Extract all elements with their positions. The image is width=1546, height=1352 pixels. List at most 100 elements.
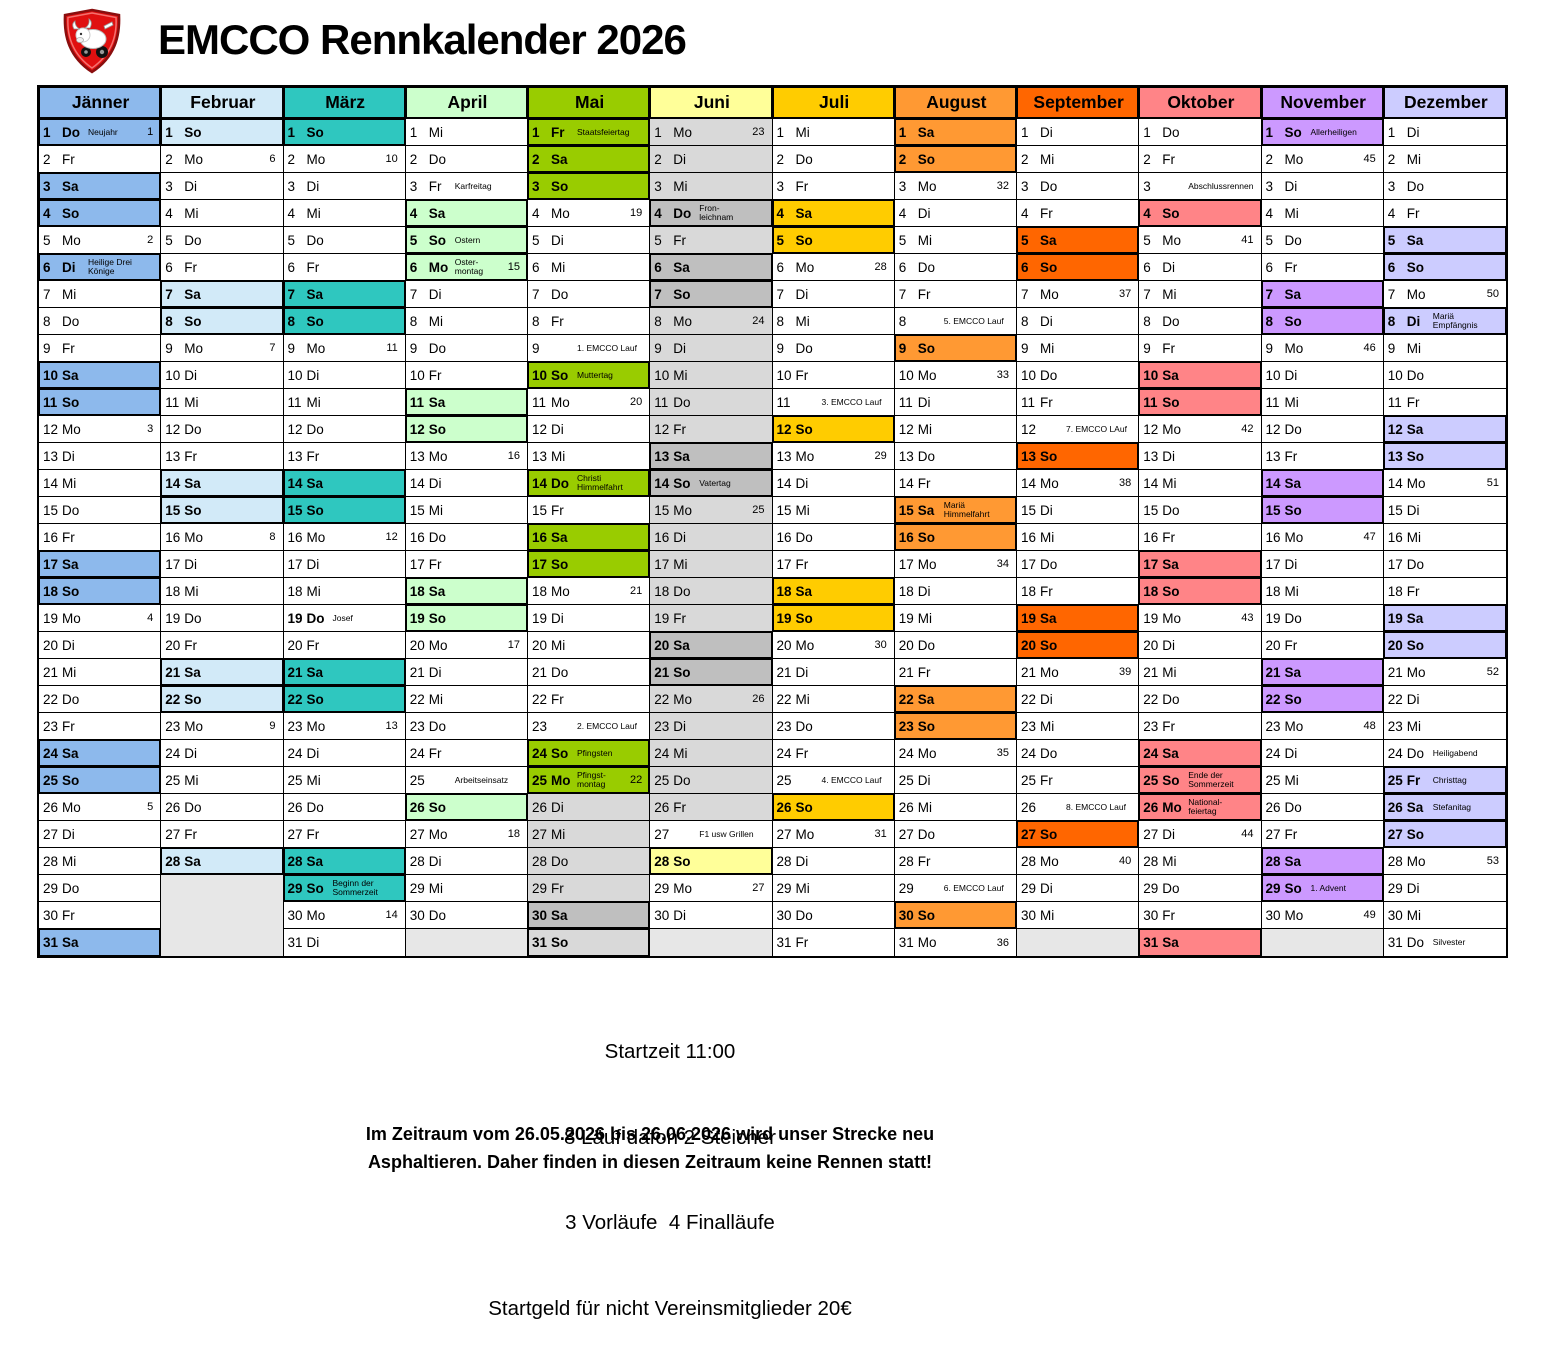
weekday-label: Mi <box>1284 394 1299 410</box>
weekday-label: Di <box>428 664 442 680</box>
day-number: 1 <box>43 124 51 140</box>
day-cell: 23 Do <box>405 713 527 740</box>
weekday-label: Fr <box>62 340 75 356</box>
day-number: 5 <box>43 232 51 248</box>
day-number: 7 <box>165 286 173 302</box>
weekday-label: So <box>306 124 324 140</box>
day-cell: 16 Mo 47 <box>1261 524 1383 551</box>
day-cell: 20 So <box>1017 632 1139 659</box>
day-number: 19 <box>1143 610 1159 626</box>
day-cell: 30 So <box>894 902 1016 929</box>
day-number: 7 <box>43 286 51 302</box>
day-cell: 17 Di <box>283 551 405 578</box>
day-number: 31 <box>287 935 303 950</box>
week-number: 3 <box>147 423 154 435</box>
day-number: 2 <box>1021 151 1029 167</box>
weekday-label: Fr <box>1284 826 1298 842</box>
day-number: 14 <box>1265 475 1281 491</box>
weekday-label: Mo <box>1284 151 1304 167</box>
day-cell: 3 Mo 32 <box>894 173 1016 200</box>
weekday-label: So <box>306 313 324 329</box>
weekday-label: So <box>62 205 80 221</box>
day-number: 25 <box>1021 772 1037 788</box>
day-number: 3 <box>409 178 418 194</box>
day-number: 3 <box>532 178 540 194</box>
day-number: 15 <box>1265 502 1281 518</box>
week-number: 49 <box>1363 909 1376 921</box>
day-number: 26 <box>776 799 792 815</box>
weekday-label: Di <box>428 286 442 302</box>
weekday-label: So <box>917 718 936 734</box>
weekday-label: Fr <box>1162 718 1175 734</box>
day-number: 4 <box>1265 205 1274 221</box>
day-cell: 12 7. EMCCO LAuf <box>1017 416 1139 443</box>
day-cell: 29 Do <box>1139 875 1261 902</box>
blank-cell <box>1017 929 1139 956</box>
weekday-label: Do <box>1162 313 1180 329</box>
weekday-label: Mi <box>1284 205 1299 221</box>
day-cell: 23 Mi <box>1383 713 1506 740</box>
day-cell: 23 Mo 13 <box>283 713 405 740</box>
day-cell: 4 Do Fron- leichnam <box>650 200 772 227</box>
day-cell: 26 Sa Stefanitag <box>1383 794 1506 821</box>
day-number: 18 <box>898 583 914 599</box>
weekday-label: Mo <box>551 205 570 221</box>
day-cell: 9 Mi <box>1383 335 1506 362</box>
day-number: 22 <box>654 691 670 707</box>
day-number: 12 <box>776 421 792 437</box>
day-cell: 3 So <box>528 173 650 200</box>
day-cell: 10 Mi <box>650 362 772 389</box>
weekday-label: Do <box>917 637 936 653</box>
month-column: Oktober 1 Do 2 Fr 3 Abschlussrennen 4 So 5 Mo 41 6 Di… <box>1139 87 1262 956</box>
day-cell: 1 Fr Staatsfeiertag <box>528 119 650 146</box>
day-number: 23 <box>409 718 425 734</box>
weekday-label: Mo <box>917 367 937 383</box>
week-number: 40 <box>1119 855 1132 867</box>
day-number: 11 <box>776 394 791 410</box>
day-cell: 17 Do <box>1017 551 1139 578</box>
weekday-label: Do <box>1406 178 1425 194</box>
day-cell: 19 Mo 43 <box>1139 605 1261 632</box>
day-number: 8 <box>1265 313 1274 329</box>
day-cell: 10 Do <box>1383 362 1506 389</box>
day-number: 23 <box>1387 718 1403 734</box>
day-cell: 4 Sa <box>772 200 894 227</box>
weekday-label: So <box>1162 394 1180 410</box>
day-cell: 10 Sa <box>1139 362 1261 389</box>
day-number: 31 <box>1387 935 1403 950</box>
day-cell: 22 So <box>161 686 283 713</box>
month-column: August 1 Sa 2 So 3 Mo 32 4 Di 5 Mi 6 Do 7 Fr 8 5. EMCCO L… <box>894 87 1017 956</box>
day-number: 30 <box>287 907 303 923</box>
weekday-label: Mo <box>673 502 693 518</box>
weekday-label: Sa <box>306 286 324 302</box>
day-cell: 21 Sa <box>283 659 405 686</box>
day-cell: 6 So <box>1017 254 1139 281</box>
day-note: Karfreitag <box>454 180 492 191</box>
day-cell: 14 Mo 51 <box>1383 470 1506 497</box>
day-cell: 20 Mo 17 <box>405 632 527 659</box>
weekday-label: Do <box>795 340 813 356</box>
day-cell: 19 Fr <box>650 605 772 632</box>
day-cell: 9 Do <box>405 335 527 362</box>
day-number: 1 <box>1265 124 1274 140</box>
month-header: Jänner <box>39 87 161 119</box>
day-cell: 1 Do <box>1139 119 1261 146</box>
weekday-label: Mo <box>62 799 81 815</box>
weekday-label: Di <box>673 340 686 356</box>
weekday-label: So <box>551 178 569 194</box>
day-number: 25 <box>654 772 670 788</box>
day-cell: 8 Di Mariä Empfängnis <box>1383 308 1506 335</box>
weekday-label: Di <box>551 799 564 815</box>
day-number: 7 <box>532 286 540 302</box>
day-number: 18 <box>1021 583 1037 599</box>
day-number: 20 <box>287 637 303 653</box>
day-number: 10 <box>1265 367 1281 383</box>
day-number: 26 <box>654 799 670 815</box>
day-cell: 4 Mo 19 <box>528 200 650 227</box>
day-number: 5 <box>532 232 540 248</box>
weekday-label: So <box>1284 880 1302 896</box>
weekday-label: Mi <box>1040 907 1055 923</box>
day-number: 12 <box>1143 421 1159 437</box>
week-number: 35 <box>996 747 1009 759</box>
day-cell: 1 Di <box>1017 119 1139 146</box>
